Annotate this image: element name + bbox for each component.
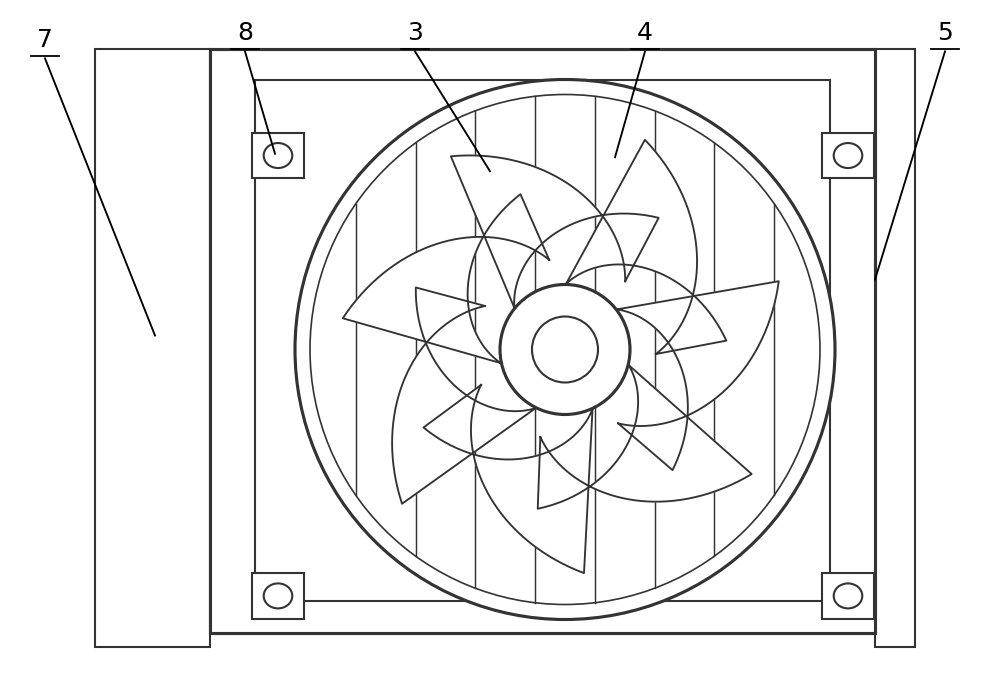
Text: 3: 3 [407, 22, 423, 45]
Text: 7: 7 [37, 29, 53, 52]
Polygon shape [451, 155, 659, 308]
Bar [95, 49, 210, 647]
Polygon shape [392, 287, 536, 504]
Ellipse shape [834, 143, 862, 168]
Ellipse shape [264, 143, 292, 168]
Bar [210, 49, 875, 633]
Polygon shape [423, 385, 593, 573]
Bar [822, 133, 874, 178]
Bar [875, 49, 915, 647]
Polygon shape [343, 194, 549, 363]
Ellipse shape [834, 584, 862, 608]
Circle shape [295, 80, 835, 619]
Polygon shape [617, 281, 779, 470]
Ellipse shape [264, 584, 292, 608]
Circle shape [500, 284, 630, 415]
Text: 8: 8 [237, 22, 253, 45]
Text: 4: 4 [637, 22, 653, 45]
Bar [252, 133, 304, 178]
Polygon shape [566, 140, 726, 354]
Text: 5: 5 [937, 22, 953, 45]
Bar [255, 80, 830, 601]
Bar [252, 573, 304, 619]
Circle shape [532, 317, 598, 382]
Polygon shape [538, 365, 752, 509]
Bar [822, 573, 874, 619]
